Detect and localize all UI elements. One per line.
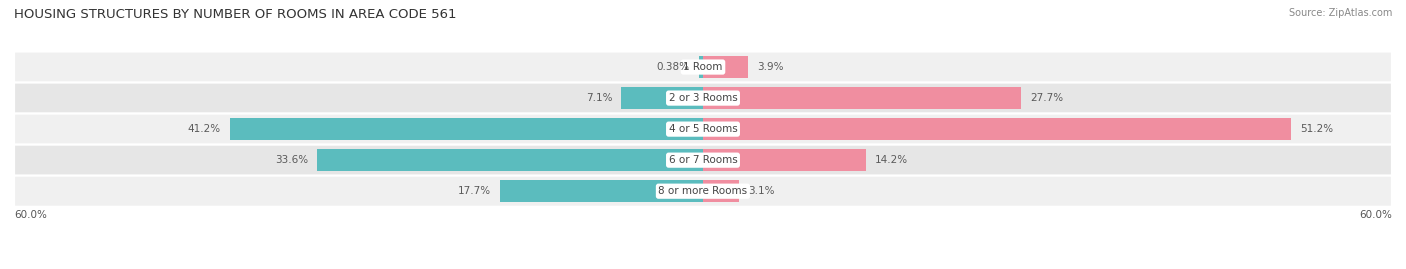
Text: 4 or 5 Rooms: 4 or 5 Rooms <box>669 124 737 134</box>
Text: 1 Room: 1 Room <box>683 62 723 72</box>
FancyBboxPatch shape <box>14 176 1392 207</box>
Bar <box>703 118 1291 140</box>
Text: HOUSING STRUCTURES BY NUMBER OF ROOMS IN AREA CODE 561: HOUSING STRUCTURES BY NUMBER OF ROOMS IN… <box>14 8 457 21</box>
Text: Source: ZipAtlas.com: Source: ZipAtlas.com <box>1288 8 1392 18</box>
FancyBboxPatch shape <box>14 145 1392 176</box>
FancyBboxPatch shape <box>14 52 1392 83</box>
Bar <box>703 87 1021 109</box>
Bar <box>703 56 748 78</box>
Text: 51.2%: 51.2% <box>1301 124 1333 134</box>
FancyBboxPatch shape <box>14 83 1392 114</box>
Text: 14.2%: 14.2% <box>875 155 908 165</box>
Text: 6 or 7 Rooms: 6 or 7 Rooms <box>669 155 737 165</box>
Bar <box>699 56 703 78</box>
FancyBboxPatch shape <box>14 114 1392 145</box>
Text: 2 or 3 Rooms: 2 or 3 Rooms <box>669 93 737 103</box>
Text: 8 or more Rooms: 8 or more Rooms <box>658 186 748 196</box>
Text: 33.6%: 33.6% <box>276 155 308 165</box>
Text: 27.7%: 27.7% <box>1031 93 1063 103</box>
Bar <box>703 180 738 202</box>
Text: 41.2%: 41.2% <box>187 124 221 134</box>
Bar <box>499 180 703 202</box>
Text: 0.38%: 0.38% <box>657 62 689 72</box>
Text: 17.7%: 17.7% <box>457 186 491 196</box>
Text: 3.9%: 3.9% <box>756 62 783 72</box>
Bar <box>318 149 703 171</box>
Bar <box>231 118 703 140</box>
Text: 7.1%: 7.1% <box>586 93 612 103</box>
Text: 60.0%: 60.0% <box>14 210 46 220</box>
Bar <box>621 87 703 109</box>
Text: 60.0%: 60.0% <box>1360 210 1392 220</box>
Bar <box>703 149 866 171</box>
Text: 3.1%: 3.1% <box>748 186 775 196</box>
